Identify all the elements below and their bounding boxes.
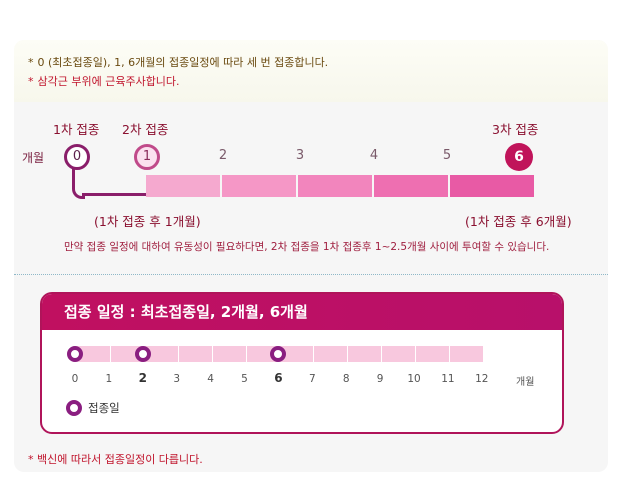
card-unit-label: 개월 xyxy=(516,377,535,388)
timeline-segment xyxy=(146,175,220,197)
card-month-label: 5 xyxy=(241,373,248,385)
card-month-label: 7 xyxy=(308,373,316,385)
timeline-segment xyxy=(298,175,372,197)
divider xyxy=(14,274,608,275)
note-text: 삼각근 부위에 근육주사합니다. xyxy=(37,75,180,88)
card-timeline-cell xyxy=(348,346,382,362)
schedule-card: 접종 일정 : 최초접종일, 2개월, 6개월 xyxy=(40,292,564,434)
card-timeline-cell xyxy=(382,346,416,362)
card-month-label: 2 xyxy=(138,371,147,385)
card-timeline-cell xyxy=(416,346,449,362)
card-month-label: 9 xyxy=(376,373,384,385)
card-month-label: 6 xyxy=(274,371,283,385)
card-timeline-cell xyxy=(178,346,212,362)
card-month-label: 3 xyxy=(173,373,181,385)
dose-label-2: 2차 접종 xyxy=(122,122,169,137)
interval-label-2: (1차 접종 후 6개월) xyxy=(465,214,572,229)
notes-box xyxy=(14,40,608,102)
vaccination-day-legend-icon xyxy=(66,400,82,416)
card-month-label: 8 xyxy=(342,373,350,385)
card-month-label: 11 xyxy=(441,373,455,385)
footnote: * 백신에 따라서 접종일정이 다릅니다. xyxy=(28,453,203,466)
card-timeline-cell xyxy=(449,346,483,362)
card-month-label: 12 xyxy=(475,373,489,385)
card-month-label: 0 xyxy=(71,373,79,385)
card-month-label: 10 xyxy=(407,373,421,385)
dose-label-1: 1차 접종 xyxy=(53,122,100,137)
card-timeline-cell xyxy=(314,346,348,362)
note-injection-site: * 삼각근 부위에 근육주사합니다. xyxy=(28,73,180,89)
month-0-marker: 0 xyxy=(64,144,90,170)
month-6-marker: 6 xyxy=(505,143,533,171)
card-timeline-cell xyxy=(77,346,110,362)
month-4-label: 4 xyxy=(369,148,379,163)
schedule-card-title: 접종 일정 : 최초접종일, 2개월, 6개월 xyxy=(64,303,308,321)
note-marker: * xyxy=(28,56,34,69)
timeline-segment xyxy=(450,175,534,197)
card-timeline-cell xyxy=(212,346,246,362)
month-5-label: 5 xyxy=(442,148,452,163)
vaccination-day-marker xyxy=(134,346,151,362)
vaccination-day-marker xyxy=(67,346,83,362)
flexibility-remark: 만약 접종 일정에 대하여 유동성이 필요하다면, 2차 접종을 1차 접종후 … xyxy=(64,241,550,253)
month-1-marker: 1 xyxy=(134,144,160,170)
timeline-rail-base xyxy=(82,193,146,196)
timeline-segment xyxy=(222,175,296,197)
note-text: 0 (최초접종일), 1, 6개월의 접종일정에 따라 세 번 접종합니다. xyxy=(37,56,329,69)
month-2-label: 2 xyxy=(218,148,228,163)
timeline-rail xyxy=(72,168,85,199)
schedule-card-header: 접종 일정 : 최초접종일, 2개월, 6개월 xyxy=(42,294,562,330)
timeline-segment xyxy=(374,175,448,197)
dose-label-3: 3차 접종 xyxy=(492,122,539,137)
card-timeline-cell xyxy=(280,346,314,362)
note-schedule: * 0 (최초접종일), 1, 6개월의 접종일정에 따라 세 번 접종합니다. xyxy=(28,54,328,70)
vaccination-day-marker xyxy=(270,346,287,362)
card-timeline-cell xyxy=(144,346,178,362)
legend-label: 접종일 xyxy=(88,401,120,415)
axis-label-months: 개월 xyxy=(22,151,45,165)
interval-label-1: (1차 접종 후 1개월) xyxy=(94,214,201,229)
note-marker: * xyxy=(28,75,34,88)
card-month-label: 1 xyxy=(105,373,113,385)
month-3-label: 3 xyxy=(295,148,305,163)
card-month-label: 4 xyxy=(207,373,214,385)
